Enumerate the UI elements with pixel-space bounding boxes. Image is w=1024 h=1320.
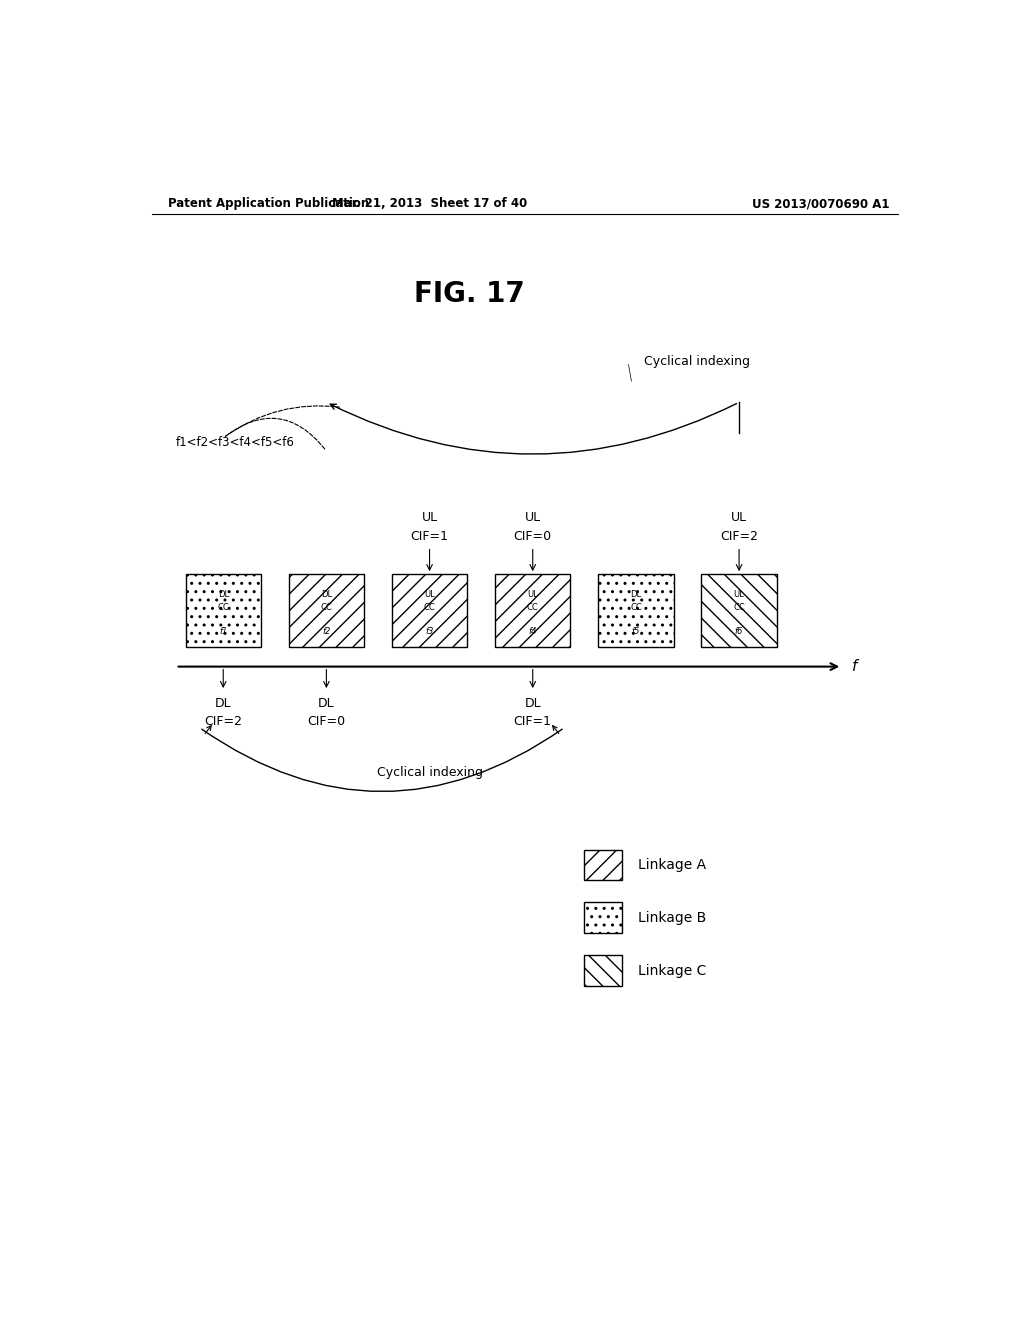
Text: UL: UL <box>734 590 744 599</box>
Text: Linkage B: Linkage B <box>638 911 707 924</box>
Bar <box>585 903 623 933</box>
Text: CC: CC <box>527 602 539 611</box>
Bar <box>392 574 467 647</box>
Text: Linkage C: Linkage C <box>638 964 707 978</box>
FancyArrowPatch shape <box>553 726 559 734</box>
Bar <box>598 574 674 647</box>
Bar <box>701 574 777 647</box>
FancyArrowPatch shape <box>225 418 325 449</box>
Text: FIG. 17: FIG. 17 <box>414 280 524 309</box>
Text: f1<f2<f3<f4<f5<f6: f1<f2<f3<f4<f5<f6 <box>176 437 295 450</box>
Text: CC: CC <box>733 602 744 611</box>
Text: UL: UL <box>422 511 437 524</box>
Text: UL: UL <box>524 511 541 524</box>
Text: CIF=0: CIF=0 <box>514 529 552 543</box>
Text: f5: f5 <box>632 627 640 636</box>
Text: f1: f1 <box>219 627 227 636</box>
Text: Cyclical indexing: Cyclical indexing <box>377 766 482 779</box>
Text: f6: f6 <box>735 627 743 636</box>
Text: CIF=2: CIF=2 <box>204 715 243 729</box>
Text: UL: UL <box>731 511 748 524</box>
Text: CC: CC <box>424 602 435 611</box>
Text: UL: UL <box>527 590 538 599</box>
Bar <box>185 574 261 647</box>
Text: DL: DL <box>218 590 228 599</box>
FancyArrowPatch shape <box>202 729 562 792</box>
Text: Cyclical indexing: Cyclical indexing <box>644 355 750 368</box>
Text: Patent Application Publication: Patent Application Publication <box>168 197 369 210</box>
FancyArrowPatch shape <box>331 404 736 454</box>
FancyArrowPatch shape <box>225 405 340 437</box>
Text: f: f <box>852 659 857 675</box>
Text: DL: DL <box>631 590 641 599</box>
Text: f2: f2 <box>323 627 331 636</box>
Text: CIF=1: CIF=1 <box>514 715 552 729</box>
Text: f3: f3 <box>425 627 434 636</box>
Text: CC: CC <box>217 602 229 611</box>
Bar <box>289 574 365 647</box>
Text: CC: CC <box>630 602 642 611</box>
Text: US 2013/0070690 A1: US 2013/0070690 A1 <box>753 197 890 210</box>
Text: CC: CC <box>321 602 332 611</box>
Text: CIF=0: CIF=0 <box>307 715 345 729</box>
Text: Mar. 21, 2013  Sheet 17 of 40: Mar. 21, 2013 Sheet 17 of 40 <box>332 197 527 210</box>
Text: DL: DL <box>524 697 541 710</box>
Bar <box>585 956 623 986</box>
Text: Linkage A: Linkage A <box>638 858 707 871</box>
Text: CIF=1: CIF=1 <box>411 529 449 543</box>
Text: f4: f4 <box>528 627 537 636</box>
Text: DL: DL <box>321 590 332 599</box>
Text: CIF=2: CIF=2 <box>720 529 758 543</box>
FancyArrowPatch shape <box>205 726 211 734</box>
Bar <box>495 574 570 647</box>
Text: DL: DL <box>318 697 335 710</box>
Text: UL: UL <box>424 590 435 599</box>
Bar <box>585 850 623 880</box>
Text: DL: DL <box>215 697 231 710</box>
